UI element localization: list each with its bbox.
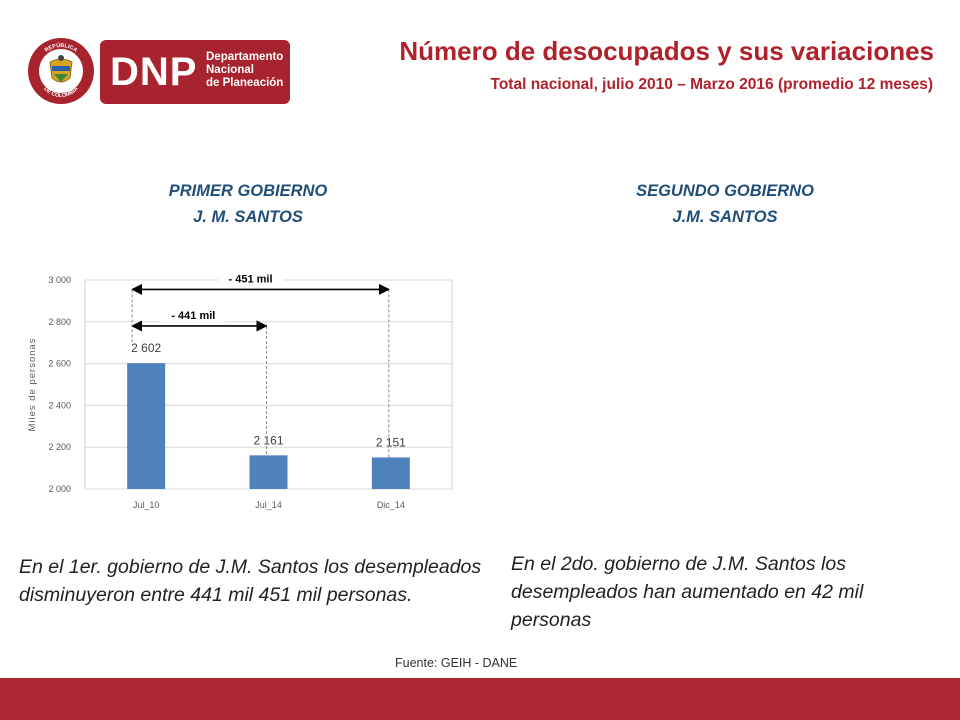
first-government-note: En el 1er. gobierno de J.M. Santos los d… <box>19 556 482 606</box>
svg-text:REPÚBLICA: REPÚBLICA <box>44 42 78 54</box>
x-tick-label: Jul_14 <box>255 500 282 510</box>
dnp-brand-box: DNP Departamento Nacional de Planeación <box>100 40 290 104</box>
dnp-line3: de Planeación <box>206 77 284 89</box>
dnp-line2: Nacional <box>206 64 254 76</box>
data-label: 2 602 <box>131 341 161 355</box>
colombia-seal-icon: REPÚBLICA DE COLOMBIA <box>28 38 94 104</box>
data-label: 2 161 <box>253 433 283 447</box>
source-note: Fuente: GEIH - DANE <box>395 656 518 670</box>
y-tick-label: 2 800 <box>48 317 71 327</box>
annotation-label: - 451 mil <box>228 273 272 285</box>
dnp-letters: DNP <box>110 50 198 94</box>
footer-bar <box>0 678 960 720</box>
first-government-heading: PRIMER GOBIERNO J. M. SANTOS <box>98 178 398 230</box>
annotation-label: - 441 mil <box>171 310 215 322</box>
first-government-line2: J. M. SANTOS <box>193 208 303 226</box>
y-tick-label: 2 200 <box>48 442 71 452</box>
second-government-line2: J.M. SANTOS <box>672 208 778 226</box>
page-subtitle: Total nacional, julio 2010 – Marzo 2016 … <box>490 76 933 93</box>
y-tick-label: 2 400 <box>48 400 71 410</box>
annotation-label-bg <box>161 306 226 322</box>
x-tick-label: Jul_10 <box>133 500 160 510</box>
data-label: 2 151 <box>376 435 406 449</box>
dnp-logo: REPÚBLICA DE COLOMBIA DNP Departamento N… <box>28 38 290 106</box>
unemployed-bar-chart: 2 000 2 200 2 400 2 600 2 800 3 000 Miles de p… <box>27 270 453 510</box>
dnp-line1: Departamento <box>206 51 284 63</box>
first-government-line1: PRIMER GOBIERNO <box>168 182 328 200</box>
annotation-label-bg <box>218 270 283 286</box>
second-government-line1: SEGUNDO GOBIERNO <box>636 182 814 200</box>
bar-dic-14 <box>371 457 410 489</box>
bar-jul-10 <box>127 363 166 489</box>
y-tick-label: 2 000 <box>48 484 71 494</box>
y-axis-label: Miles de personas <box>27 337 38 431</box>
second-government-heading: SEGUNDO GOBIERNO J.M. SANTOS <box>575 178 875 230</box>
y-tick-label: 3 000 <box>48 275 71 285</box>
page-title: Número de desocupados y sus variaciones <box>399 36 934 66</box>
dnp-full-name: Departamento Nacional de Planeación <box>206 51 290 90</box>
second-government-note: En el 2do. gobierno de J.M. Santos los d… <box>511 553 864 631</box>
bar-jul-14 <box>249 455 288 489</box>
x-tick-label: Dic_14 <box>377 500 405 510</box>
y-tick-label: 2 600 <box>48 359 71 369</box>
